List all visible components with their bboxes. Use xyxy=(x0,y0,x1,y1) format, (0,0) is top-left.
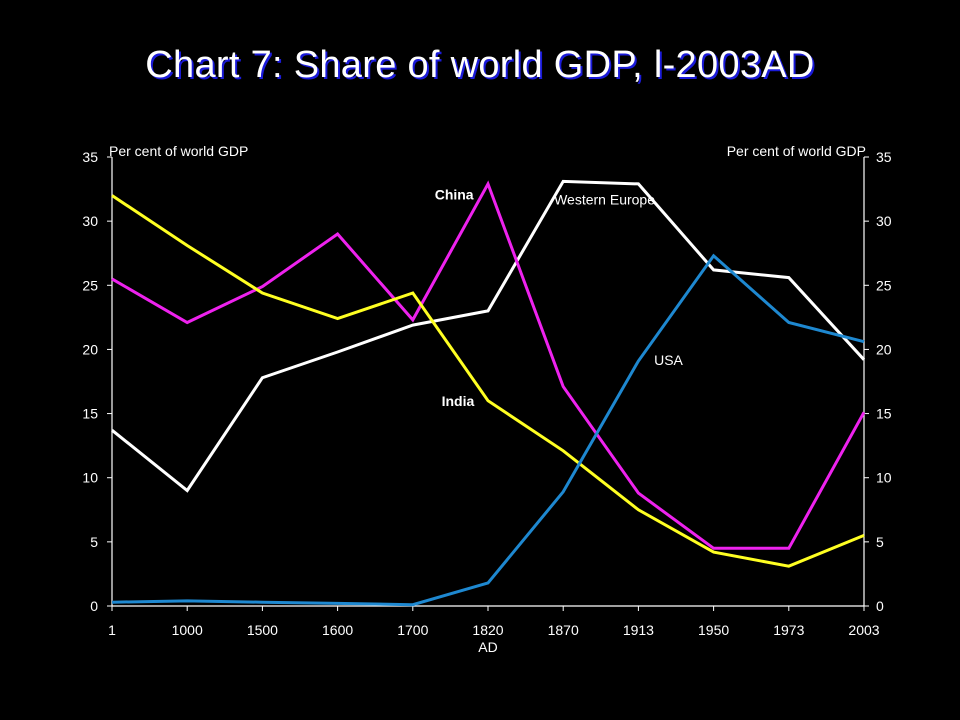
x-tick-label: 1913 xyxy=(623,622,654,638)
y-tick-label-right: 25 xyxy=(876,277,892,293)
chart-axes: 0 0 5 5 10 10 15 15 20 20 25 25 30 30 35 35 1 1000 1500 160… xyxy=(82,143,891,655)
y-tick-label-left: 35 xyxy=(82,149,98,165)
series-label-western-europe: Western Europe xyxy=(554,191,655,207)
x-tick-label: 1950 xyxy=(698,622,729,638)
y-tick-label-left: 5 xyxy=(90,534,98,550)
series-label-india: India xyxy=(442,393,475,409)
x-tick-label: 2003 xyxy=(848,622,879,638)
chart-title: Chart 7: Share of world GDP, l-2003AD xyxy=(145,44,815,86)
x-tick-label: 1820 xyxy=(472,622,503,638)
y-tick-label-right: 5 xyxy=(876,534,884,550)
y-tick-label-left: 10 xyxy=(82,470,98,486)
y-tick-label-right: 20 xyxy=(876,341,892,357)
series-line-western-europe xyxy=(111,179,866,493)
x-tick-label: 1000 xyxy=(172,622,203,638)
x-tick-label: 1 xyxy=(108,622,116,638)
y-axis-label-right: Per cent of world GDP xyxy=(727,143,866,159)
chart-lines xyxy=(111,179,866,607)
y-tick-label-left: 15 xyxy=(82,406,98,422)
x-tick-label: 1500 xyxy=(247,622,278,638)
x-tick-label: 1973 xyxy=(773,622,804,638)
y-tick-label-right: 30 xyxy=(876,213,892,229)
series-label-china: China xyxy=(435,186,474,202)
y-tick-label-left: 30 xyxy=(82,213,98,229)
y-tick-label-right: 10 xyxy=(876,470,892,486)
y-tick-label-left: 0 xyxy=(90,598,98,614)
y-tick-label-right: 0 xyxy=(876,598,884,614)
series-line-china xyxy=(111,180,866,550)
y-tick-label-left: 25 xyxy=(82,277,98,293)
y-tick-label-left: 20 xyxy=(82,341,98,357)
series-line-india xyxy=(111,194,865,568)
x-tick-label: 1870 xyxy=(548,622,579,638)
y-tick-label-right: 15 xyxy=(876,406,892,422)
x-tick-label: 1600 xyxy=(322,622,353,638)
y-axis-label-left: Per cent of world GDP xyxy=(109,143,248,159)
x-tick-label: 1700 xyxy=(397,622,428,638)
chart-labels: Western Europe China India USA xyxy=(435,186,684,409)
y-tick-label-right: 35 xyxy=(876,149,892,165)
x-axis-label: AD xyxy=(478,639,497,655)
series-line-usa xyxy=(111,253,865,607)
series-label-usa: USA xyxy=(654,352,683,368)
